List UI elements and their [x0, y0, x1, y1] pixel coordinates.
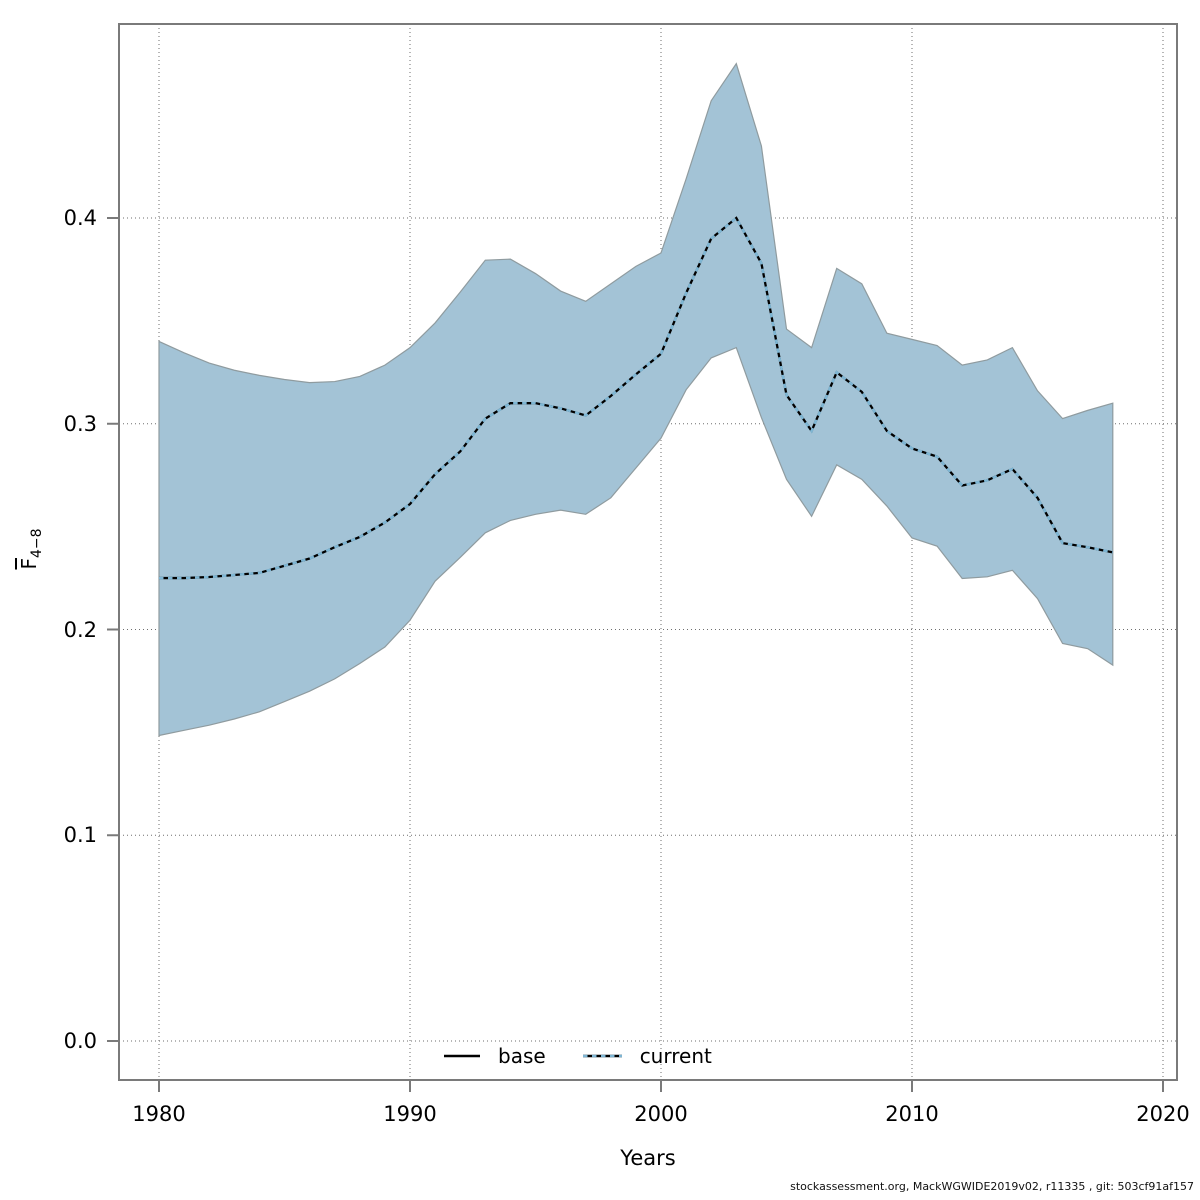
- y-tick-label: 0.4: [63, 206, 97, 230]
- legend-base-line-sample: [444, 1054, 480, 1058]
- y-tick-label: 0.3: [63, 411, 97, 436]
- attribution: stockassessment.org, MackWGWIDE2019v02, …: [790, 1180, 1194, 1193]
- legend-item-base: base: [443, 1044, 546, 1068]
- legend-label-current: current: [639, 1044, 712, 1068]
- legend-item-current: current: [582, 1044, 712, 1068]
- y-axis-title: F4−8: [15, 488, 45, 610]
- y-axis-title-sub: 4−8: [28, 528, 45, 559]
- y-tick-label: 0.2: [63, 617, 97, 642]
- y-tick-label: 0.1: [63, 823, 97, 848]
- x-tick-label: 2000: [634, 1102, 688, 1126]
- x-tick-label: 2020: [1136, 1102, 1190, 1126]
- legend-label-base: base: [498, 1044, 546, 1068]
- y-axis-title-main: F: [16, 558, 41, 570]
- x-tick-label: 1990: [383, 1102, 437, 1126]
- plot-panel-border: [118, 23, 1178, 1081]
- x-axis-title: Years: [620, 1146, 676, 1170]
- legend: base current: [443, 1042, 712, 1070]
- x-tick-label: 1980: [132, 1102, 186, 1126]
- current-line: [159, 216, 1114, 580]
- y-tick-label: 0.0: [63, 1029, 97, 1053]
- x-tick-label: 2010: [885, 1102, 939, 1126]
- legend-current-line-sample: [582, 1054, 622, 1058]
- confidence-band: [158, 62, 1114, 737]
